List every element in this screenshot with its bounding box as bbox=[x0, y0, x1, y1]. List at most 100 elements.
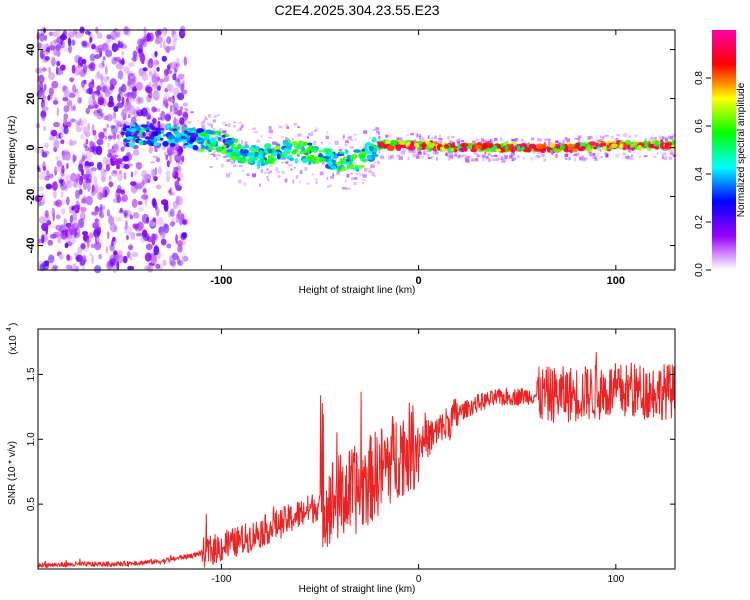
spectrogram-cell bbox=[267, 179, 270, 182]
spectrogram-cell bbox=[121, 83, 127, 93]
spectrogram-cell bbox=[186, 108, 189, 112]
spectrogram-cell bbox=[38, 216, 46, 224]
spectrogram-cell bbox=[131, 198, 138, 208]
spectrogram-cell bbox=[239, 148, 244, 155]
spectrogram-cell bbox=[105, 246, 109, 254]
spectrogram-cell bbox=[96, 85, 102, 92]
spectrogram-cell bbox=[43, 142, 49, 149]
spectrogram-cell bbox=[153, 140, 158, 147]
spectrogram-cell bbox=[541, 154, 545, 157]
spectrogram-cell bbox=[161, 55, 167, 62]
spectrogram-cell bbox=[539, 150, 542, 155]
spectrogram-cell bbox=[272, 141, 277, 145]
spectrogram-cell bbox=[138, 44, 144, 54]
spectrogram-cell bbox=[361, 179, 366, 181]
spectrogram-cell bbox=[483, 140, 487, 144]
spectrogram-cell bbox=[136, 130, 140, 134]
spectrogram-cell bbox=[345, 149, 349, 155]
spectrogram-cell bbox=[443, 144, 450, 149]
spectrogram-cell bbox=[138, 139, 143, 146]
spectrogram-cell bbox=[447, 146, 454, 153]
chart-title: C2E4.2025.304.23.55.E23 bbox=[274, 2, 439, 18]
spectrogram-cell bbox=[536, 155, 541, 158]
spectrogram-cell bbox=[108, 216, 115, 226]
spectrogram-cell bbox=[100, 73, 104, 83]
spectrogram-cell bbox=[297, 133, 302, 137]
spectrogram-cell bbox=[330, 165, 337, 170]
spectrogram-cell bbox=[126, 70, 133, 76]
spectrogram-cell bbox=[187, 120, 192, 125]
spectrogram-cell bbox=[567, 138, 571, 142]
spectrogram-cell bbox=[281, 136, 285, 139]
spectrogram-cell bbox=[342, 156, 347, 161]
spectrogram-cell bbox=[52, 264, 59, 270]
spectrogram-cell bbox=[60, 139, 65, 145]
spectrogram-cell bbox=[213, 151, 216, 154]
spectrogram-cell bbox=[232, 147, 236, 152]
spectrogram-cell bbox=[491, 158, 495, 162]
spectrogram-cell bbox=[78, 188, 83, 195]
spectrogram-cell bbox=[577, 137, 581, 141]
spectrogram-cell bbox=[162, 117, 165, 122]
spectrogram-cell bbox=[417, 151, 422, 156]
spectrogram-cell bbox=[558, 142, 562, 145]
spectrogram-cell bbox=[278, 125, 283, 129]
spectrogram-cell bbox=[663, 156, 668, 161]
spectrogram-cell bbox=[169, 105, 173, 112]
spectrogram-cell bbox=[183, 126, 188, 130]
spectrogram-cell bbox=[376, 160, 380, 165]
spectrogram-cell bbox=[280, 151, 287, 158]
spectrogram-cell bbox=[450, 136, 455, 138]
spectrogram-cell bbox=[89, 140, 94, 148]
spectrogram-cell bbox=[141, 73, 149, 82]
spectrogram-cell bbox=[46, 220, 52, 226]
spectrogram-cell bbox=[123, 163, 130, 170]
spectrogram-cell bbox=[66, 254, 71, 261]
spectrogram-cell bbox=[128, 86, 134, 91]
spectrogram-cell bbox=[580, 157, 584, 160]
spectrogram-cell bbox=[348, 163, 355, 170]
spectrogram-cell bbox=[582, 146, 586, 150]
spectrogram-cell bbox=[93, 102, 100, 109]
spectrogram-cell bbox=[102, 205, 106, 210]
spectrogram-cell bbox=[150, 78, 156, 84]
spectrogram-cell bbox=[152, 233, 157, 241]
spectrogram-cell bbox=[557, 141, 561, 144]
spectrogram-cell bbox=[420, 144, 427, 151]
spectrogram-cell bbox=[124, 225, 128, 231]
spectrogram-cell bbox=[120, 112, 126, 117]
spectrogram-cell bbox=[131, 251, 139, 258]
spectrogram-cell bbox=[119, 171, 121, 175]
spectrogram-cell bbox=[228, 171, 232, 174]
spectrogram-cell bbox=[436, 157, 438, 161]
spectrogram-cell bbox=[162, 259, 167, 267]
spectrogram-cell bbox=[160, 238, 167, 246]
spectrogram-cell bbox=[96, 138, 104, 146]
spectrogram-cell bbox=[622, 145, 627, 150]
spectrogram-cell bbox=[330, 175, 335, 179]
spectrogram-cell bbox=[104, 135, 107, 140]
spectrogram-cell bbox=[567, 144, 574, 151]
spectrogram-cell bbox=[41, 149, 45, 155]
spectrogram-cell bbox=[423, 153, 428, 155]
spectrogram-cell bbox=[125, 130, 132, 135]
spectrogram-cell bbox=[650, 136, 654, 140]
spectrogram-cell bbox=[418, 135, 422, 140]
spectrogram-cell bbox=[130, 127, 136, 133]
spectrogram-cell bbox=[74, 226, 81, 236]
spectrogram-cell bbox=[92, 104, 99, 109]
spectrogram-cell bbox=[212, 127, 216, 132]
spectrogram-cell bbox=[141, 136, 145, 139]
spectrogram-cell bbox=[109, 157, 113, 159]
spectrogram-cell bbox=[535, 143, 544, 150]
spectrogram-cell bbox=[162, 28, 167, 37]
spectrogram-cell bbox=[121, 50, 124, 56]
spectrogram-cell bbox=[172, 39, 177, 48]
spectrogram-cell bbox=[44, 260, 50, 267]
spectrogram-cell bbox=[88, 161, 94, 167]
spectrogram-cell bbox=[477, 155, 480, 158]
spectrogram-cell bbox=[75, 126, 82, 133]
spectrogram-cell bbox=[43, 125, 47, 131]
spectrogram-cell bbox=[56, 160, 63, 168]
spectrogram-cell bbox=[130, 171, 134, 178]
